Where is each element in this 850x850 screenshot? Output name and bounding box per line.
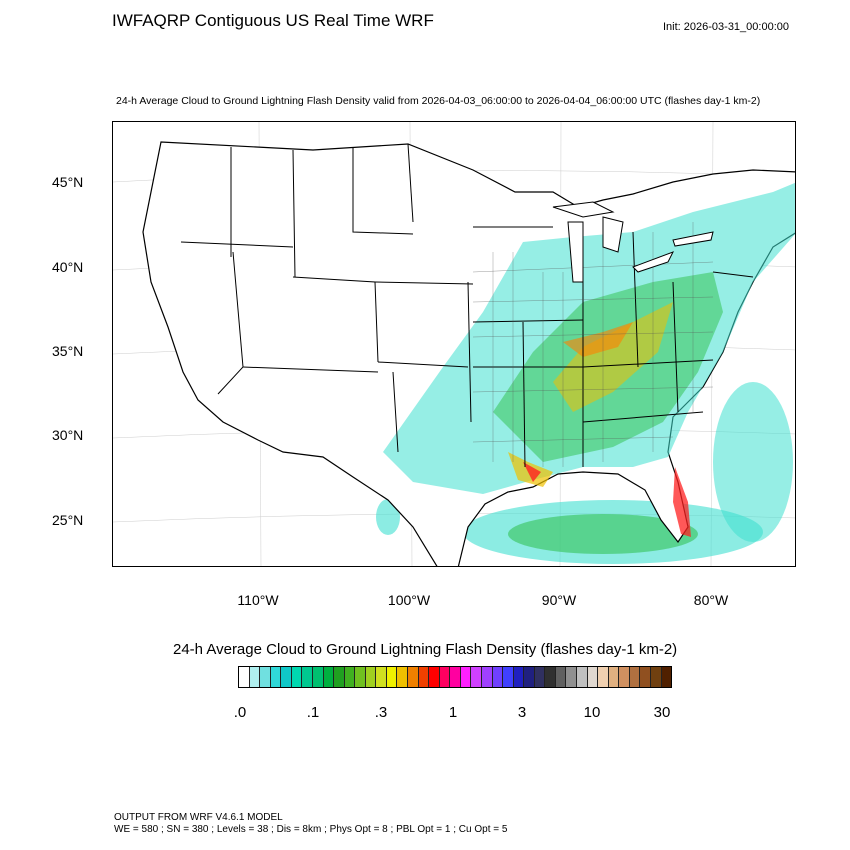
great-lakes [552, 201, 714, 283]
state-borders [180, 143, 754, 468]
county-borders [472, 222, 714, 467]
colorbar-box [640, 667, 651, 687]
colorbar-box [566, 667, 577, 687]
colorbar-box [555, 667, 567, 687]
colorbar [238, 666, 672, 688]
chart-subtitle: 24-h Average Cloud to Ground Lightning F… [116, 95, 761, 107]
colorbar-box [598, 667, 609, 687]
colorbar-box [450, 667, 461, 687]
lat-label-30: 30°N [52, 427, 84, 443]
colorbar-box [460, 667, 472, 687]
init-time: Init: 2026-03-31_00:00:00 [663, 21, 789, 33]
colorbar-box [608, 667, 620, 687]
map-frame [112, 121, 796, 567]
colorbar-tick-label: .1 [306, 704, 320, 721]
colorbar-tick-label: 30 [653, 704, 671, 721]
colorbar-tick-label: 3 [517, 704, 527, 721]
colorbar-box [661, 667, 672, 687]
colorbar-box [619, 667, 630, 687]
colorbar-box [270, 667, 282, 687]
colorbar-box [312, 667, 324, 687]
colorbar-box [534, 667, 546, 687]
lon-label-80: 80°W [693, 592, 729, 608]
us-map [113, 122, 795, 566]
colorbar-tick-label: 10 [583, 704, 601, 721]
model-info-line2: WE = 580 ; SN = 380 ; Levels = 38 ; Dis … [114, 824, 508, 835]
colorbar-box [386, 667, 398, 687]
colorbar-title: 24-h Average Cloud to Ground Lightning F… [173, 641, 678, 658]
colorbar-box [239, 667, 250, 687]
model-info-line1: OUTPUT FROM WRF V4.6.1 MODEL [114, 812, 283, 823]
colorbar-box [503, 667, 514, 687]
colorbar-box [302, 667, 313, 687]
colorbar-box [492, 667, 504, 687]
colorbar-box [344, 667, 356, 687]
colorbar-box [577, 667, 588, 687]
lon-label-100: 100°W [387, 592, 431, 608]
lat-label-35: 35°N [52, 343, 84, 359]
colorbar-tick-label: .0 [233, 704, 247, 721]
colorbar-box [334, 667, 345, 687]
colorbar-box [323, 667, 335, 687]
colorbar-box [429, 667, 440, 687]
colorbar-tick-label: 1 [448, 704, 458, 721]
lon-label-90: 90°W [541, 592, 577, 608]
colorbar-box [355, 667, 366, 687]
colorbar-box [365, 667, 377, 687]
colorbar-box [439, 667, 451, 687]
lat-label-40: 40°N [52, 259, 84, 275]
colorbar-box [249, 667, 261, 687]
colorbar-box [650, 667, 662, 687]
colorbar-box [291, 667, 303, 687]
colorbar-box [471, 667, 482, 687]
lon-label-110: 110°W [237, 592, 279, 608]
colorbar-box [397, 667, 408, 687]
colorbar-box [376, 667, 387, 687]
colorbar-box [408, 667, 419, 687]
colorbar-box [629, 667, 641, 687]
colorbar-tick-label: .3 [374, 704, 388, 721]
colorbar-box [587, 667, 599, 687]
colorbar-box [260, 667, 271, 687]
chart-title: IWFAQRP Contiguous US Real Time WRF [112, 11, 434, 30]
colorbar-box [524, 667, 535, 687]
colorbar-box [281, 667, 292, 687]
lat-label-25: 25°N [52, 512, 84, 528]
colorbar-box [418, 667, 430, 687]
colorbar-box [513, 667, 525, 687]
lat-label-45: 45°N [52, 174, 84, 190]
colorbar-box [481, 667, 493, 687]
colorbar-box [545, 667, 556, 687]
